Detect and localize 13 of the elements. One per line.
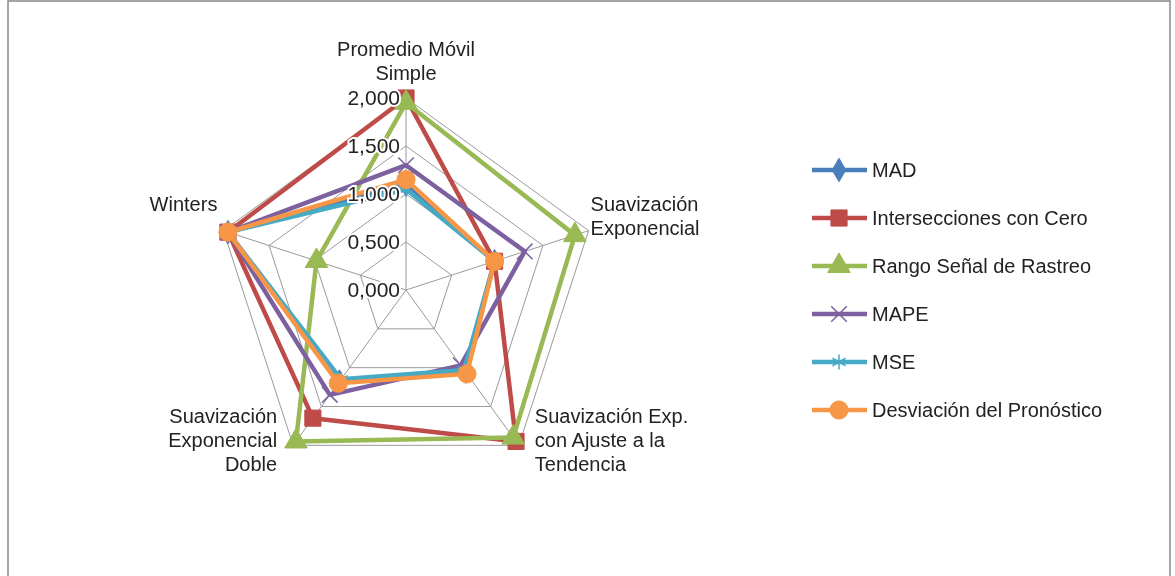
- legend-label: Intersecciones con Cero: [872, 207, 1088, 229]
- spoke-label: Suavización Exponencial Doble: [168, 405, 278, 476]
- y-tick-label: 0,000: [347, 278, 400, 301]
- legend-label: MAD: [872, 159, 917, 181]
- legend-label: MAPE: [872, 303, 929, 325]
- spoke-label: Winters: [149, 192, 218, 215]
- y-tick-label: 0,500: [347, 230, 400, 253]
- spoke-label: Suavización Exponencial: [590, 192, 700, 239]
- spoke-label: Promedio Móvil Simple: [337, 38, 475, 84]
- legend-label: Desviación del Pronóstico: [872, 399, 1103, 421]
- legend-label: Rango Señal de Rastreo: [872, 255, 1092, 277]
- legend-label: MSE: [872, 351, 916, 373]
- spoke-label: Suavización Exp. con Ajuste a la Tendencia: [534, 405, 689, 476]
